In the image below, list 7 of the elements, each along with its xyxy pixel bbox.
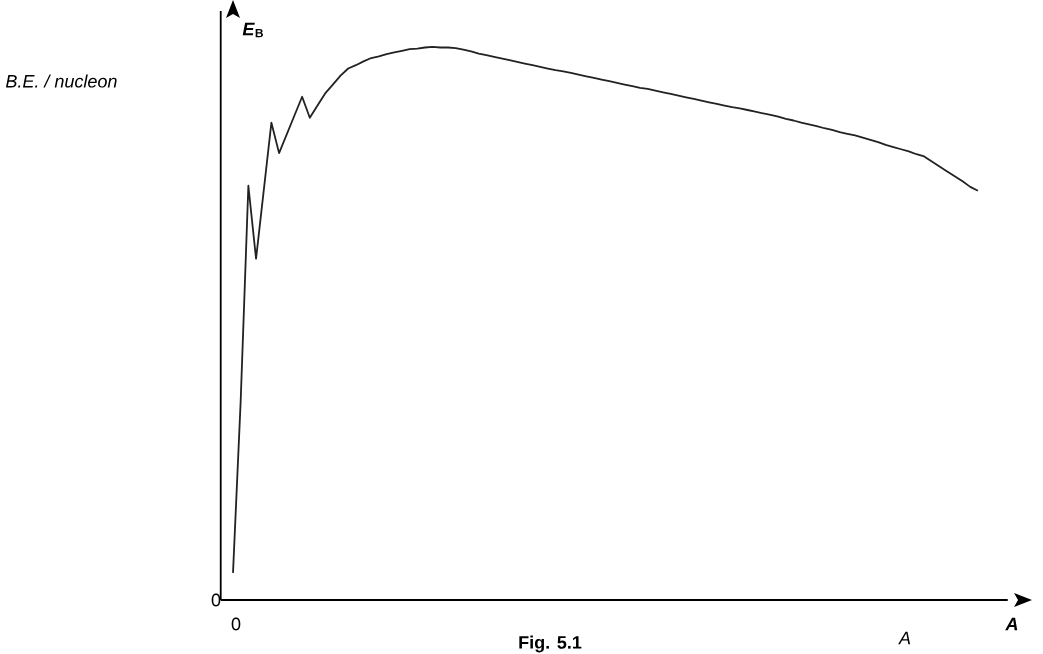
text: 0 (231, 617, 241, 631)
text: B.E. / nucleon (5, 74, 117, 88)
caption: Fig. 5.1 (519, 635, 582, 653)
x-axis-title: A (1005, 617, 1018, 631)
text: 0 (211, 593, 221, 607)
y-axis-title: E$_{B}$ (242, 22, 263, 38)
text: A (898, 631, 911, 645)
